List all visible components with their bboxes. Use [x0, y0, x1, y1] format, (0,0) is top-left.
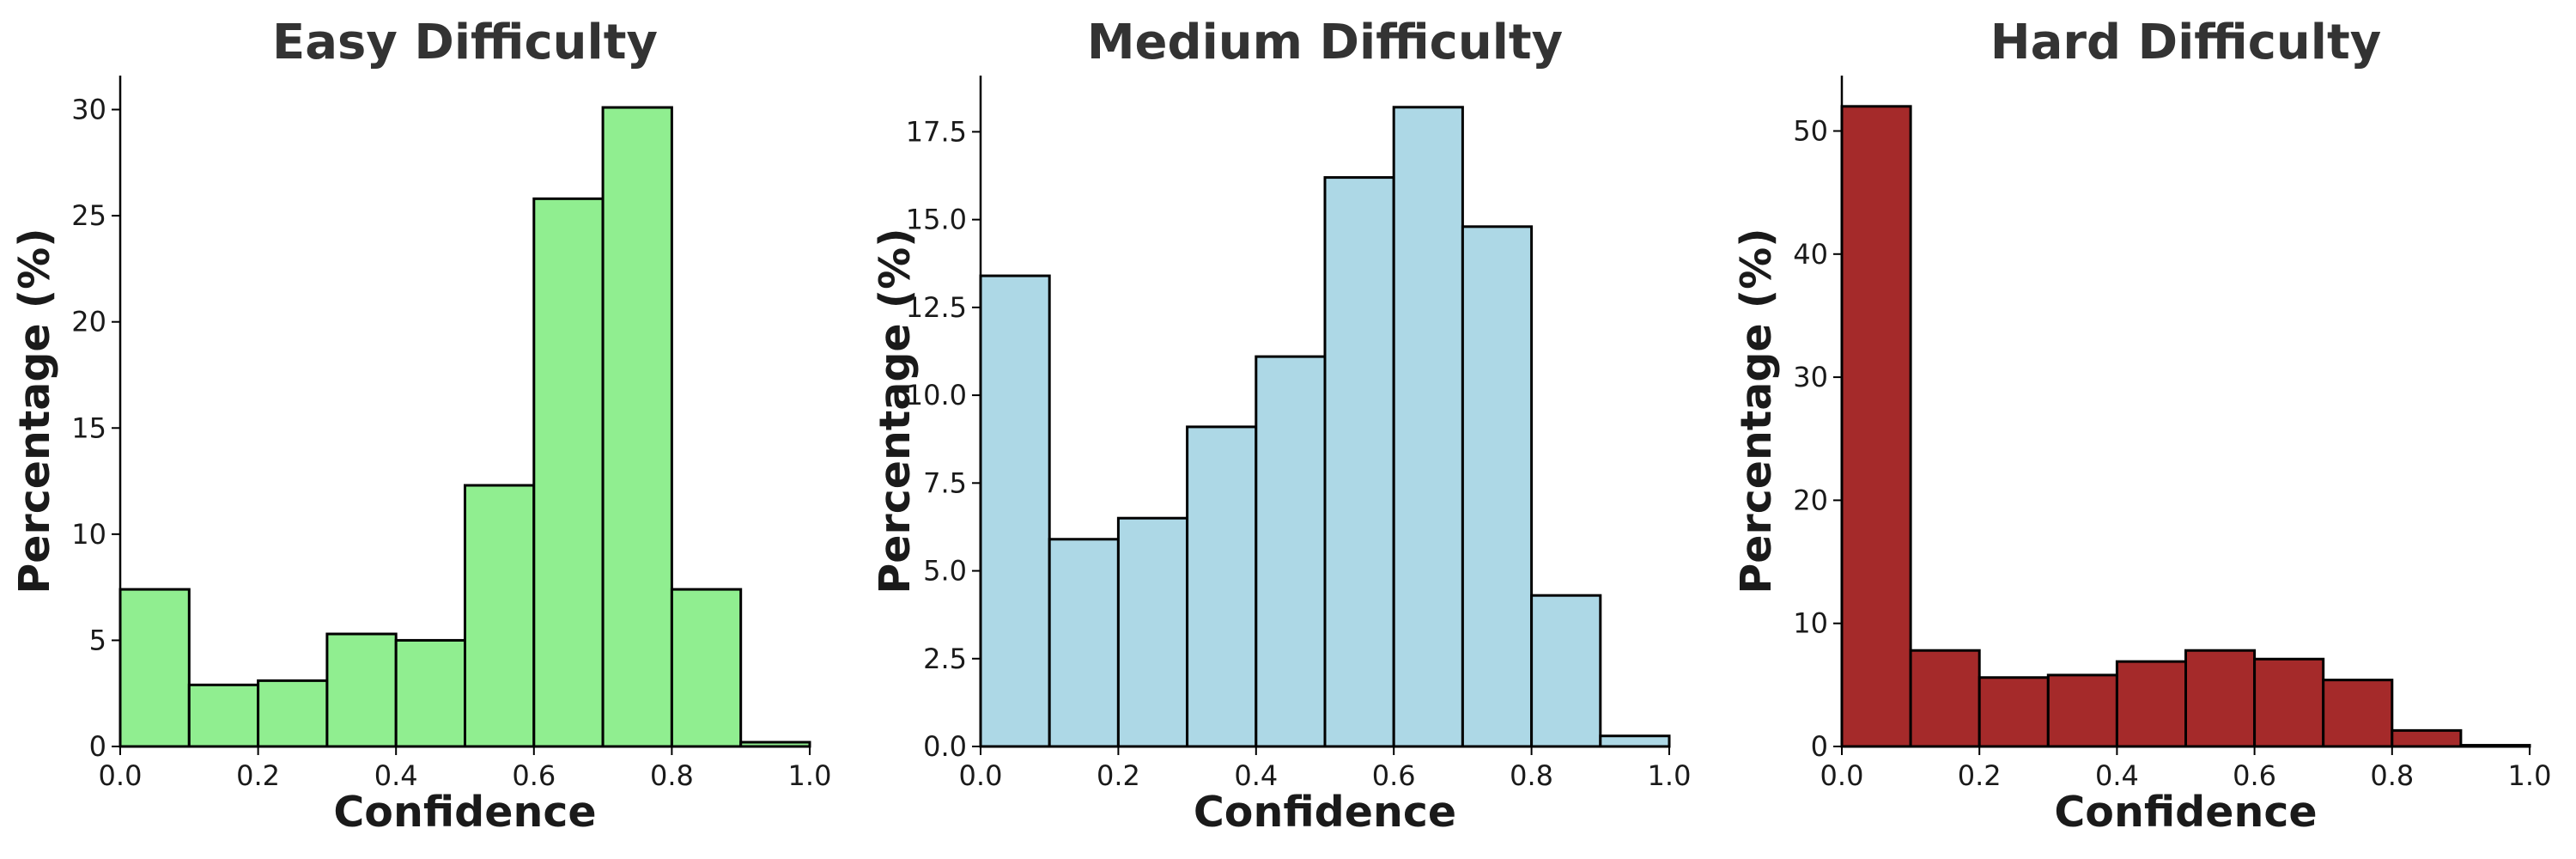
easy-bar-3	[325, 632, 398, 748]
easy-bar-2	[257, 679, 329, 748]
easy-difficulty-panel: Easy Difficulty Percentage (%) Confidenc…	[10, 15, 831, 837]
medium-bar-2	[1116, 516, 1189, 748]
medium-y-tick-label: 5.0	[923, 555, 967, 588]
easy-y-tick-label: 20	[71, 306, 106, 338]
medium-y-tick-label: 2.5	[923, 643, 967, 675]
medium-y-tick-label: 0.0	[923, 730, 967, 763]
hard-x-axis-label: Confidence	[2054, 788, 2317, 837]
easy-bar-1	[187, 683, 260, 748]
easy-x-tick-label: 0.6	[512, 759, 556, 792]
easy-bar-5	[464, 484, 536, 748]
medium-bar-5	[1323, 176, 1395, 748]
hard-x-tick-label: 0.2	[1958, 759, 2002, 792]
easy-chart-title: Easy Difficulty	[272, 15, 658, 70]
medium-x-tick-label: 0.2	[1097, 759, 1140, 792]
hard-y-axis-label: Percentage (%)	[1732, 228, 1781, 594]
hard-chart-title: Hard Difficulty	[1990, 15, 2382, 70]
hard-y-tick-label: 50	[1793, 114, 1828, 147]
medium-x-tick-label: 0.8	[1510, 759, 1553, 792]
medium-x-tick-label: 0.6	[1372, 759, 1416, 792]
medium-bar-0	[979, 274, 1051, 748]
hard-x-tick-label: 0.4	[2095, 759, 2139, 792]
easy-y-tick-label: 5	[89, 624, 106, 656]
medium-bar-4	[1255, 355, 1327, 748]
easy-y-axis-label: Percentage (%)	[10, 228, 59, 594]
easy-y-tick-label: 0	[89, 730, 106, 763]
medium-x-tick-label: 0.4	[1234, 759, 1278, 792]
medium-x-tick-label: 1.0	[1648, 759, 1692, 792]
easy-x-axis-label: Confidence	[333, 788, 596, 837]
easy-bar-4	[394, 638, 467, 748]
hard-y-tick-label: 40	[1793, 238, 1828, 271]
hard-y-tick-label: 0	[1811, 730, 1828, 763]
hard-difficulty-panel: Hard Difficulty Percentage (%) Confidenc…	[1732, 15, 2551, 837]
hard-y-tick-label: 10	[1793, 607, 1828, 640]
medium-difficulty-panel: Medium Difficulty Percentage (%) Confide…	[871, 15, 1691, 837]
medium-y-tick-label: 15.0	[906, 204, 967, 236]
hard-x-tick-label: 1.0	[2508, 759, 2552, 792]
medium-y-tick-label: 17.5	[906, 115, 967, 148]
hard-bar-4	[2115, 660, 2187, 748]
easy-x-tick-label: 0.2	[236, 759, 280, 792]
medium-x-axis-label: Confidence	[1194, 788, 1456, 837]
medium-bar-3	[1186, 425, 1258, 748]
hard-bar-5	[2184, 649, 2257, 748]
medium-bar-1	[1048, 538, 1120, 748]
easy-bar-6	[532, 197, 605, 748]
medium-y-tick-label: 12.5	[906, 291, 967, 324]
hard-bar-8	[2391, 728, 2463, 748]
medium-x-tick-label: 0.0	[959, 759, 1003, 792]
hard-bar-1	[1909, 649, 1981, 748]
medium-bar-8	[1530, 594, 1602, 748]
easy-bar-7	[601, 106, 673, 748]
hard-x-tick-label: 0.0	[1820, 759, 1864, 792]
easy-x-tick-label: 0.0	[99, 759, 143, 792]
easy-y-tick-label: 30	[71, 94, 106, 126]
hard-bar-3	[2046, 673, 2118, 748]
easy-x-tick-label: 0.4	[374, 759, 418, 792]
hard-bar-2	[1978, 676, 2050, 748]
hard-y-tick-label: 30	[1793, 361, 1828, 393]
medium-y-axis-label: Percentage (%)	[871, 228, 920, 594]
easy-y-tick-label: 25	[71, 199, 106, 232]
easy-x-tick-label: 0.8	[650, 759, 694, 792]
easy-bar-8	[670, 588, 743, 748]
hard-bar-7	[2322, 679, 2394, 748]
medium-chart-title: Medium Difficulty	[1087, 15, 1563, 70]
hard-y-tick-label: 20	[1793, 484, 1828, 516]
medium-bar-7	[1461, 225, 1534, 748]
easy-y-tick-label: 15	[71, 411, 106, 444]
easy-x-tick-label: 1.0	[788, 759, 832, 792]
medium-bar-9	[1599, 734, 1671, 748]
hard-x-tick-label: 0.6	[2233, 759, 2276, 792]
medium-y-tick-label: 7.5	[923, 466, 967, 499]
easy-bar-0	[118, 588, 191, 748]
hard-x-tick-label: 0.8	[2370, 759, 2414, 792]
hard-bar-0	[1840, 105, 1912, 748]
easy-y-tick-label: 10	[71, 518, 106, 551]
medium-bar-6	[1392, 106, 1464, 748]
hard-bar-6	[2253, 657, 2325, 748]
medium-y-tick-label: 10.0	[906, 379, 967, 411]
